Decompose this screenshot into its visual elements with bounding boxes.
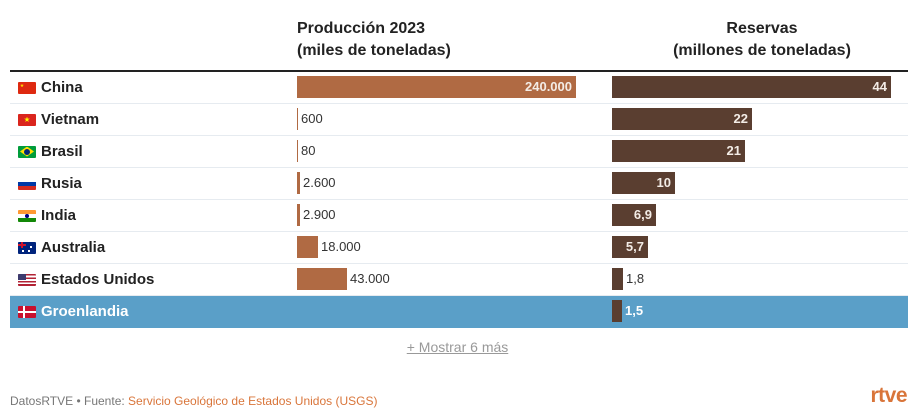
reserves-bar bbox=[612, 236, 648, 258]
reserves-bar bbox=[612, 140, 745, 162]
reserves-bar bbox=[612, 76, 891, 98]
reserves-value-label: 5,7 bbox=[625, 239, 644, 254]
table-row: Brasil 80 21 bbox=[10, 136, 908, 168]
reserves-value-label: 1,5 bbox=[625, 303, 644, 318]
india-flag-icon bbox=[18, 209, 36, 222]
footer-prefix: DatosRTVE • Fuente: bbox=[10, 394, 129, 408]
table-row: Australia 18.000 5,7 bbox=[10, 232, 908, 264]
reserves-column-header: Reservas (millones de toneladas) bbox=[612, 18, 912, 62]
country-name: India bbox=[41, 207, 77, 224]
country-cell: China bbox=[18, 72, 83, 103]
country-cell: Australia bbox=[18, 232, 105, 263]
vietnam-flag-icon bbox=[18, 113, 36, 126]
production-value-label: 18.000 bbox=[321, 239, 361, 254]
china-flag-icon bbox=[18, 81, 36, 94]
country-name: Groenlandia bbox=[41, 303, 129, 320]
production-bar bbox=[297, 204, 300, 226]
table-row: Rusia 2.600 10 bbox=[10, 168, 908, 200]
country-name: Estados Unidos bbox=[41, 271, 155, 288]
country-name: Australia bbox=[41, 239, 106, 256]
reserves-value-label: 22 bbox=[733, 111, 748, 126]
show-more-link[interactable]: + Mostrar 6 más bbox=[406, 339, 509, 355]
reserves-unit: (millones de toneladas) bbox=[673, 42, 851, 59]
production-bar bbox=[297, 108, 298, 130]
production-value-label: 2.600 bbox=[303, 175, 336, 190]
reserves-bar bbox=[612, 268, 623, 290]
production-value-label: 80 bbox=[301, 143, 316, 158]
country-name: Vietnam bbox=[41, 111, 100, 128]
usa-flag-icon bbox=[18, 273, 36, 286]
production-title: Producción 2023 bbox=[297, 20, 426, 37]
table-row: India 2.900 6,9 bbox=[10, 200, 908, 232]
country-cell: India bbox=[18, 200, 76, 231]
reserves-bar bbox=[612, 172, 675, 194]
russia-flag-icon bbox=[18, 177, 36, 190]
production-bar bbox=[297, 236, 318, 258]
reserves-value-label: 44 bbox=[872, 79, 887, 94]
australia-flag-icon bbox=[18, 241, 36, 254]
production-bar bbox=[297, 268, 347, 290]
production-value-label: 240.000 bbox=[525, 79, 572, 94]
table-row: Estados Unidos 43.000 1,8 bbox=[10, 264, 908, 296]
footer-credits: DatosRTVE • Fuente: Servicio Geológico d… bbox=[10, 394, 377, 408]
country-cell: Groenlandia bbox=[18, 296, 129, 327]
brazil-flag-icon bbox=[18, 145, 36, 158]
production-bar bbox=[297, 140, 298, 162]
country-name: China bbox=[41, 79, 83, 96]
country-cell: Rusia bbox=[18, 168, 82, 199]
production-value-label: 43.000 bbox=[350, 271, 390, 286]
country-cell: Brasil bbox=[18, 136, 83, 167]
country-name: Brasil bbox=[41, 143, 83, 160]
reserves-value-label: 21 bbox=[726, 143, 741, 158]
source-link[interactable]: Servicio Geológico de Estados Unidos (US… bbox=[128, 394, 378, 408]
production-unit: (miles de toneladas) bbox=[297, 42, 451, 59]
production-value-label: 2.900 bbox=[303, 207, 336, 222]
reserves-value-label: 1,8 bbox=[626, 271, 645, 286]
production-value-label: 600 bbox=[301, 111, 323, 126]
table-row: China 240.000 44 bbox=[10, 72, 908, 104]
country-name: Rusia bbox=[41, 175, 82, 192]
production-bar bbox=[297, 76, 576, 98]
reserves-bar bbox=[612, 204, 656, 226]
reserves-value-label: 10 bbox=[656, 175, 671, 190]
denmark-flag-icon bbox=[18, 305, 36, 318]
country-cell: Vietnam bbox=[18, 104, 99, 135]
rtve-logo: rtve bbox=[870, 384, 907, 407]
reserves-value-label: 6,9 bbox=[633, 207, 652, 222]
country-cell: Estados Unidos bbox=[18, 264, 154, 295]
table-body: China 240.000 44 Vietnam 600 22 Brasil 80 21 Rusi… bbox=[10, 72, 908, 328]
table-row: Groenlandia 1,5 bbox=[10, 296, 908, 328]
production-bar bbox=[297, 172, 300, 194]
header-divider bbox=[10, 70, 908, 72]
reserves-bar bbox=[612, 108, 752, 130]
reserves-title: Reservas bbox=[726, 20, 798, 37]
production-column-header: Producción 2023 (miles de toneladas) bbox=[297, 18, 451, 62]
reserves-bar bbox=[612, 300, 622, 322]
table-row: Vietnam 600 22 bbox=[10, 104, 908, 136]
show-more-container: + Mostrar 6 más bbox=[0, 339, 915, 355]
